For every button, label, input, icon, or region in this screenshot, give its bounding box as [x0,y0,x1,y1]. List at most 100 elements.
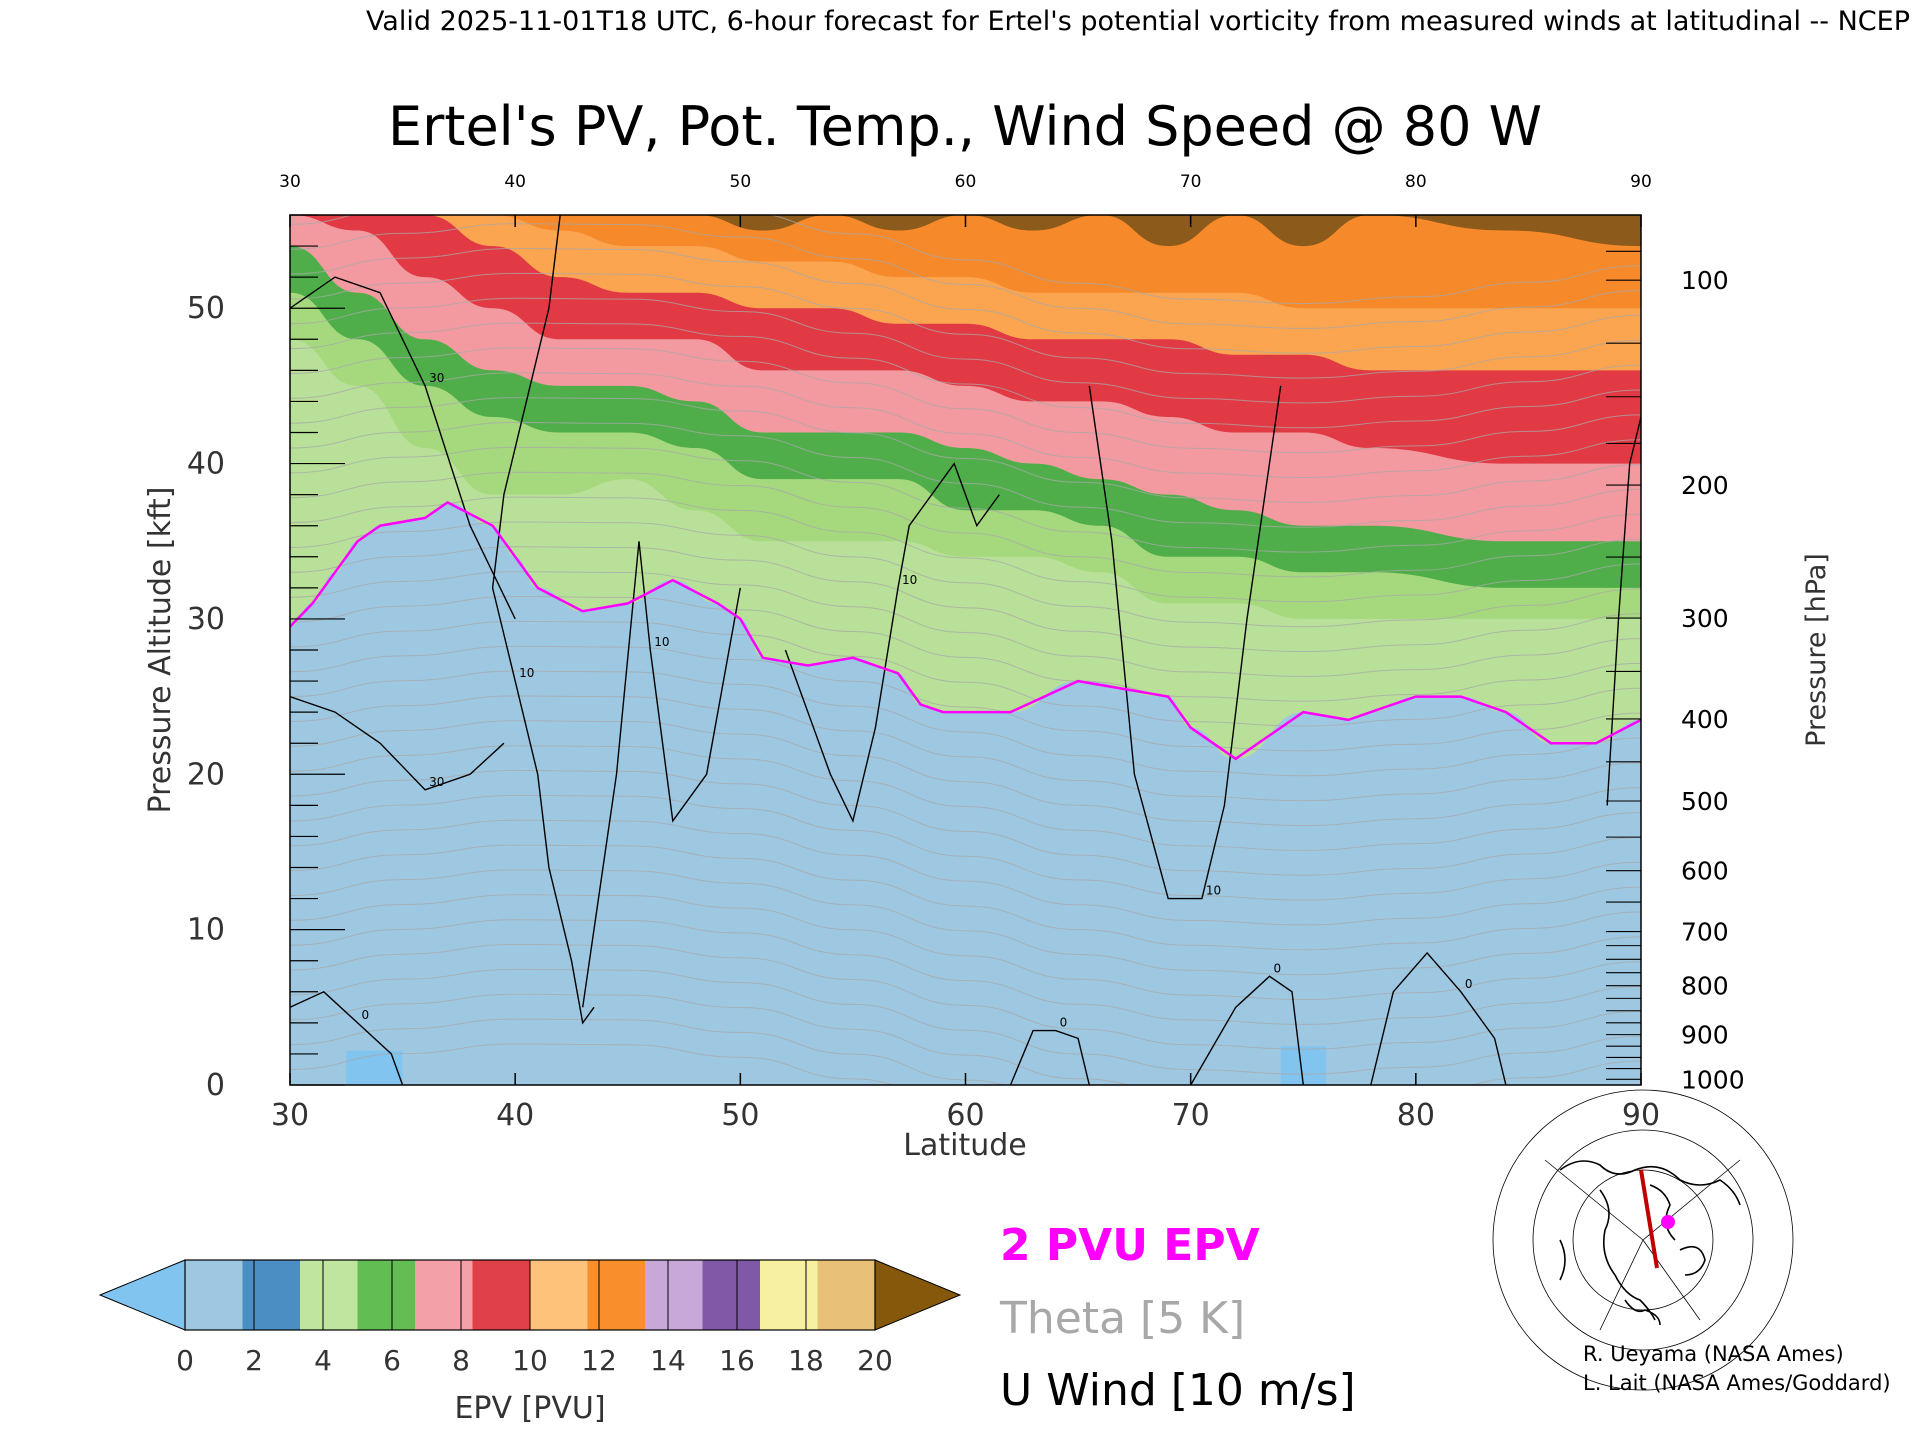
transect-line [1639,1169,1659,1269]
x-tick-label-top: 70 [1180,172,1202,192]
colorbar-segment [472,1260,531,1330]
wind-contour [1088,385,1282,900]
theta-line [290,397,1641,503]
wind-contour [290,276,516,620]
y-tick-label-right: 500 [1681,787,1729,816]
tropopause-2pvu-line [290,500,1641,761]
x-tick-label: 40 [496,1098,534,1133]
colorbar-tick-label: 4 [314,1344,332,1377]
y-axis-label-right: Pressure [hPa] [1801,553,1832,747]
x-tick-label: 70 [1172,1098,1210,1133]
theta-line [290,993,1641,1085]
theta-line [290,571,1641,677]
pv-color-field [290,215,1641,1085]
wind-contours: 10 10 10 10 30 30 0 0 0 0 [290,215,1641,1085]
x-tick-label-top: 90 [1630,172,1652,192]
y-axis-left: 0 10 20 30 40 50 [187,214,345,1103]
theta-line [290,421,1641,528]
inset-map [1492,1089,1794,1391]
pv-low-spot [346,1050,403,1085]
credit-line-2: L. Lait (NASA Ames/Goddard) [1583,1371,1891,1395]
colorbar-tick-label: 20 [857,1344,893,1377]
colorbar-tick-label: 12 [581,1344,617,1377]
credit-line-1: R. Ueyama (NASA Ames) [1583,1342,1844,1366]
x-tick-label-top: 50 [730,172,752,192]
y-tick-label-right: 300 [1681,604,1729,633]
colorbar-segment [760,1260,818,1330]
wind-contour [1009,1029,1090,1085]
pv-low-spot [1280,1046,1326,1085]
wind-contour [290,990,404,1085]
theta-line [290,297,1641,404]
colorbar-segment [587,1260,646,1330]
epv-colorbar: 0 2 4 6 8 10 12 14 16 18 20 [98,1259,962,1377]
colorbar-segment [530,1260,588,1330]
colorbar-tick-label: 18 [788,1344,824,1377]
theta-line [290,595,1641,702]
theta-line [290,844,1641,951]
theta-line [290,943,1641,1050]
theta-line [290,471,1641,578]
x-tick-label: 30 [271,1098,309,1133]
colorbar-tick-label: 6 [383,1344,401,1377]
theta-line [290,894,1641,1001]
location-marker [1661,1215,1675,1229]
tropopause-line [290,500,1641,761]
theta-line [290,496,1641,603]
x-tick-label: 80 [1397,1098,1435,1133]
x-tick-label: 60 [946,1098,984,1133]
y-tick-label: 10 [187,913,225,948]
theta-line [290,347,1641,454]
theta-line [290,670,1641,777]
wind-contour [491,215,595,1025]
x-axis-top: 30 40 50 60 70 80 90 [279,172,1652,227]
theta-line [290,272,1641,379]
theta-line [290,819,1641,926]
wind-contour-label: 30 [429,775,444,789]
wind-contour-label: 10 [519,666,534,680]
contour-legend: 2 PVU EPV Theta [5 K] U Wind [10 m/s] [999,1220,1356,1416]
y-tick-label: 30 [187,602,225,637]
colorbar-segment [185,1260,243,1330]
coastlines [1559,1160,1741,1326]
y-tick-label: 20 [187,757,225,792]
wind-contour-label: 0 [1465,977,1473,991]
wind-contour-label: 0 [1060,1016,1068,1030]
colorbar-tick-label: 8 [452,1344,470,1377]
inset-clip-frame [1540,1155,1740,1305]
theta-line [290,968,1641,1075]
y-tick-label-right: 900 [1681,1021,1729,1050]
colorbar-tick-label: 2 [245,1344,263,1377]
legend-uwind: U Wind [10 m/s] [1000,1365,1356,1416]
x-tick-label-top: 60 [955,172,977,192]
y-tick-label: 40 [187,447,225,482]
theta-line [290,645,1641,752]
wind-contour [1190,975,1304,1085]
theta-line [290,322,1641,429]
y-tick-label-right: 200 [1681,471,1729,500]
theta-line [290,546,1641,653]
colorbar-segment [300,1260,358,1330]
colorbar-tick-label: 16 [719,1344,755,1377]
colorbar-segment [242,1260,301,1330]
colorbar-tick-label: 0 [176,1344,194,1377]
theta-line [290,720,1641,827]
theta-line [290,1043,895,1085]
x-axis-bottom: 30 40 50 60 70 80 90 [271,1073,1660,1133]
x-tick-label-top: 30 [279,172,301,192]
x-tick-label: 50 [721,1098,759,1133]
legend-theta: Theta [5 K] [999,1293,1245,1344]
y-tick-label-right: 700 [1681,918,1729,947]
chart-title: Ertel's PV, Pot. Temp., Wind Speed @ 80 … [388,95,1542,158]
theta-line [290,695,1641,802]
wind-contour [784,462,1000,823]
wind-contour [582,541,741,1008]
plot-area: 10 10 10 10 30 30 0 0 0 0 [289,214,1642,1086]
theta-line [290,769,1641,876]
theta-line [290,620,1641,727]
pv-band-20 [290,215,1641,247]
y-tick-label-right: 600 [1681,857,1729,886]
theta-line [290,215,1641,305]
colorbar-tick-label: 10 [512,1344,548,1377]
